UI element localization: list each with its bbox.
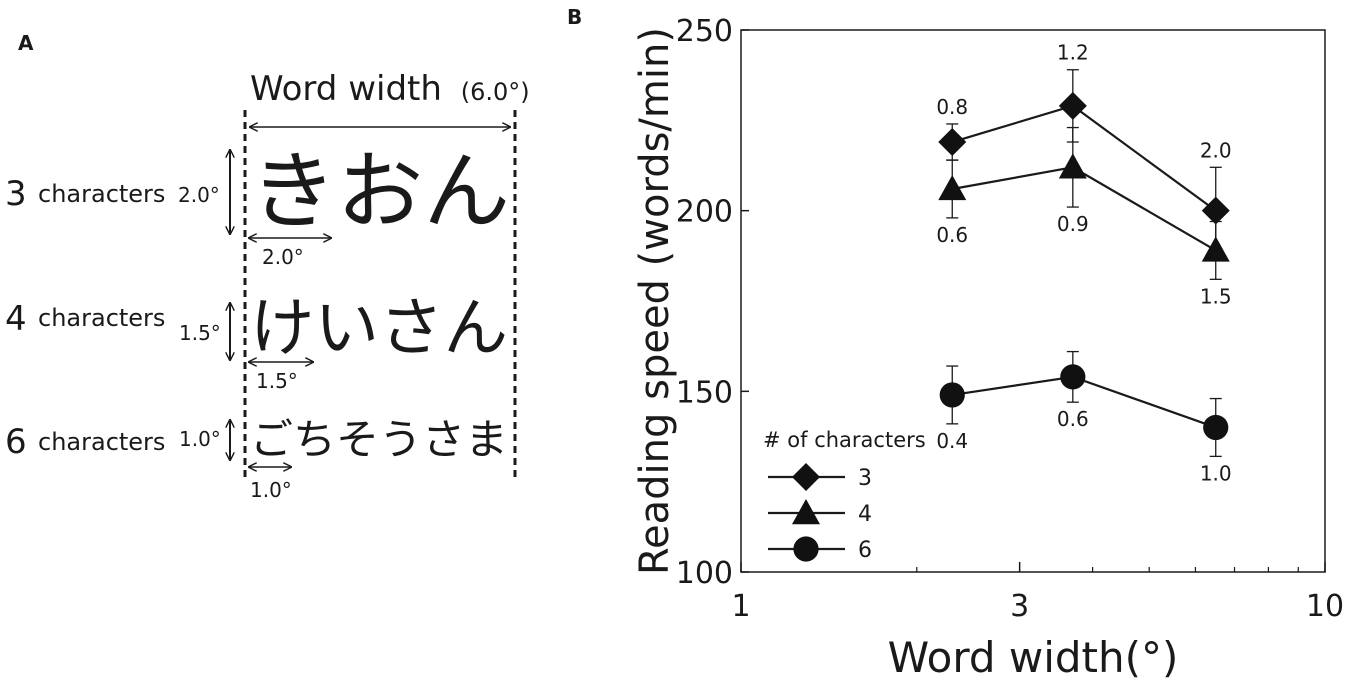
data-label: 0.6 — [936, 223, 968, 247]
panel-a: A Word width (6.0°) 3 characters 2.0° きお… — [5, 31, 530, 502]
legend-marker-6 — [793, 536, 819, 562]
legend-label: 4 — [858, 502, 872, 527]
data-label: 1.5 — [1200, 284, 1232, 308]
word-width-label: Word width (6.0°) — [250, 69, 530, 109]
row-4-word: けいさん — [250, 292, 508, 366]
panel-a-label: A — [18, 31, 34, 55]
row-4-width-label: 1.5° — [256, 369, 298, 393]
data-label: 1.0 — [1200, 461, 1232, 485]
line-chart: 100 150 200 250 1 3 10 Word width(°) Reading spe… — [632, 14, 1344, 682]
legend-title: # of characters — [763, 428, 926, 452]
y-axis-title: Reading speed (words/min) — [632, 27, 678, 575]
row-4-unit: characters — [38, 304, 165, 332]
data-label: 1.2 — [1057, 41, 1089, 65]
x-tick-label: 3 — [1010, 589, 1029, 624]
series-point-4 — [1201, 236, 1230, 262]
x-axis-title: Word width(°) — [888, 633, 1179, 682]
legend-marker-3 — [792, 463, 820, 491]
data-label: 2.0 — [1200, 138, 1232, 162]
word-width-value: (6.0°) — [461, 78, 530, 106]
plot-frame — [740, 29, 1326, 573]
series-point-4 — [1058, 153, 1087, 179]
row-6-word: ごちそうさま — [250, 415, 508, 464]
row-3-height-label: 2.0° — [178, 183, 220, 207]
y-tick-label: 250 — [676, 14, 733, 49]
panel-b: B 100 150 200 250 1 3 10 Word width(°) Reading s… — [567, 5, 1344, 682]
y-tick-label: 150 — [676, 375, 733, 410]
row-3-word: きおん — [250, 143, 510, 242]
row-4-count: 4 — [5, 299, 27, 339]
x-tick-label: 1 — [731, 589, 750, 624]
series-point-6 — [1203, 414, 1229, 441]
x-tick-label: 10 — [1306, 589, 1344, 624]
data-label: 0.8 — [936, 95, 968, 119]
series-line-4 — [952, 166, 1217, 252]
row-3-unit: characters — [38, 180, 165, 208]
series-line-3 — [951, 104, 1217, 212]
series-point-3 — [938, 128, 967, 157]
data-label: 0.4 — [936, 429, 968, 453]
word-width-text: Word width — [250, 69, 442, 109]
data-label: 0.6 — [1057, 407, 1089, 431]
row-3-count: 3 — [5, 174, 27, 214]
series-point-3 — [1058, 91, 1087, 120]
row-6-unit: characters — [38, 428, 165, 456]
data-label: 0.9 — [1057, 212, 1089, 236]
row-6-count: 6 — [5, 422, 27, 462]
panel-b-label: B — [567, 5, 582, 29]
series-point-4 — [938, 174, 967, 201]
series-point-6 — [939, 382, 965, 408]
series-point-6 — [1060, 364, 1086, 390]
legend-label: 6 — [858, 538, 872, 563]
row-6-width-label: 1.0° — [250, 478, 292, 502]
row-3-width-label: 2.0° — [262, 245, 304, 269]
legend-marker-4 — [792, 499, 820, 525]
y-tick-label: 200 — [676, 195, 733, 230]
series-point-3 — [1201, 196, 1230, 225]
row-6-height-label: 1.0° — [179, 427, 221, 451]
y-tick-label: 100 — [676, 556, 733, 591]
row-4-height-label: 1.5° — [179, 321, 221, 345]
legend-label: 3 — [858, 466, 872, 491]
